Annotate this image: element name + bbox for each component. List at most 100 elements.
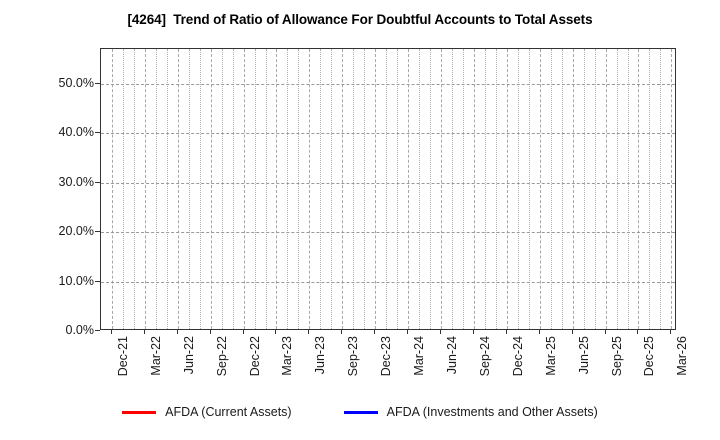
legend-item[interactable]: AFDA (Investments and Other Assets) xyxy=(343,405,598,419)
x-tick-label: Mar-25 xyxy=(544,336,558,376)
y-tick-label: 50.0% xyxy=(58,75,94,90)
vertical-gridline xyxy=(484,49,486,329)
gridlines xyxy=(101,49,675,329)
x-tick-mark xyxy=(407,330,408,334)
x-tick-mark xyxy=(210,330,211,334)
x-tick-mark xyxy=(111,330,112,334)
horizontal-gridline xyxy=(101,133,675,135)
x-tick-mark xyxy=(539,330,540,334)
vertical-gridline xyxy=(286,49,288,329)
y-tick-label: 10.0% xyxy=(58,273,94,288)
vertical-gridline xyxy=(495,49,497,329)
vertical-gridline xyxy=(648,49,650,329)
x-tick-label: Dec-21 xyxy=(116,336,130,377)
x-tick-mark xyxy=(605,330,606,334)
x-tick-mark xyxy=(144,330,145,334)
x-tick-mark xyxy=(473,330,474,334)
x-tick-label: Dec-25 xyxy=(642,336,656,377)
horizontal-gridline xyxy=(101,83,675,85)
legend-item[interactable]: AFDA (Current Assets) xyxy=(122,405,292,419)
vertical-gridline xyxy=(550,49,552,329)
legend-label: AFDA (Current Assets) xyxy=(165,405,292,419)
vertical-gridline xyxy=(122,49,124,329)
vertical-gridline xyxy=(375,49,376,329)
x-tick-mark xyxy=(243,330,244,334)
vertical-gridline xyxy=(573,49,574,329)
x-tick-label: Mar-26 xyxy=(675,336,689,376)
x-tick-label: Jun-24 xyxy=(445,336,459,375)
vertical-gridline xyxy=(528,49,530,329)
vertical-gridline xyxy=(363,49,365,329)
vertical-gridline xyxy=(112,49,113,329)
vertical-gridline xyxy=(309,49,310,329)
vertical-gridline xyxy=(221,49,223,329)
vertical-gridline xyxy=(627,49,629,329)
chart-title: [4264] Trend of Ratio of Allowance For D… xyxy=(127,12,593,27)
y-tick-label: 0.0% xyxy=(65,323,95,337)
y-tick-mark xyxy=(95,132,100,134)
vertical-gridline xyxy=(319,49,321,329)
x-axis: Dec-21 Mar-22 Jun-22 Sep-22 Dec-22 Mar-23 Jun-… xyxy=(100,330,689,400)
x-tick-mark xyxy=(637,330,638,334)
vertical-gridline xyxy=(451,49,453,329)
vertical-gridline xyxy=(408,49,409,329)
vertical-gridline xyxy=(330,49,332,329)
vertical-gridline xyxy=(583,49,585,329)
vertical-gridline xyxy=(276,49,277,329)
vertical-gridline xyxy=(517,49,519,329)
vertical-gridline xyxy=(474,49,475,329)
y-tick-mark xyxy=(95,231,100,233)
vertical-gridline xyxy=(385,49,387,329)
vertical-gridline xyxy=(199,49,201,329)
x-tick-label: Jun-22 xyxy=(182,336,196,375)
vertical-gridline xyxy=(178,49,179,329)
x-tick-label: Dec-24 xyxy=(511,336,525,377)
vertical-gridline xyxy=(166,49,168,329)
x-tick-label: Mar-23 xyxy=(280,336,294,376)
x-tick-label: Dec-22 xyxy=(248,336,262,377)
x-tick-label: Mar-24 xyxy=(412,336,426,376)
vertical-gridline xyxy=(232,49,234,329)
x-tick-mark xyxy=(308,330,309,334)
vertical-gridline xyxy=(145,49,146,329)
x-tick-mark xyxy=(670,330,671,334)
x-tick-label: Sep-25 xyxy=(610,336,624,377)
vertical-gridline xyxy=(671,49,672,329)
horizontal-gridline xyxy=(101,281,675,283)
vertical-gridline xyxy=(638,49,639,329)
vertical-gridline xyxy=(133,49,135,329)
x-tick-label: Jun-25 xyxy=(577,336,591,375)
vertical-gridline xyxy=(244,49,245,329)
vertical-gridline xyxy=(188,49,190,329)
plot-area xyxy=(100,48,676,330)
y-tick-mark xyxy=(95,181,100,183)
vertical-gridline xyxy=(297,49,299,329)
y-tick-label: 40.0% xyxy=(58,125,94,140)
vertical-gridline xyxy=(540,49,541,329)
y-axis: 0.0% 10.0% 20.0% 30.0% 40.0% 50.0% xyxy=(0,48,100,337)
x-tick-label: Dec-23 xyxy=(379,336,393,377)
x-tick-mark xyxy=(374,330,375,334)
vertical-gridline xyxy=(659,49,661,329)
vertical-gridline xyxy=(396,49,398,329)
chart-legend: AFDA (Current Assets) AFDA (Investments a… xyxy=(0,405,720,419)
x-tick-mark xyxy=(177,330,178,334)
legend-label: AFDA (Investments and Other Assets) xyxy=(386,405,598,419)
legend-swatch-icon xyxy=(343,410,378,414)
vertical-gridline xyxy=(429,49,431,329)
x-tick-mark xyxy=(275,330,276,334)
x-tick-mark xyxy=(440,330,441,334)
x-tick-label: Sep-23 xyxy=(346,336,360,377)
y-tick-mark xyxy=(95,280,100,282)
vertical-gridline xyxy=(342,49,343,329)
x-tick-label: Mar-22 xyxy=(149,336,163,376)
vertical-gridline xyxy=(155,49,157,329)
vertical-gridline xyxy=(254,49,256,329)
vertical-gridline xyxy=(211,49,212,329)
vertical-gridline xyxy=(352,49,354,329)
x-tick-mark xyxy=(572,330,573,334)
horizontal-gridline xyxy=(101,182,675,184)
x-tick-label: Sep-24 xyxy=(478,336,492,377)
x-tick-label: Sep-22 xyxy=(215,336,229,377)
